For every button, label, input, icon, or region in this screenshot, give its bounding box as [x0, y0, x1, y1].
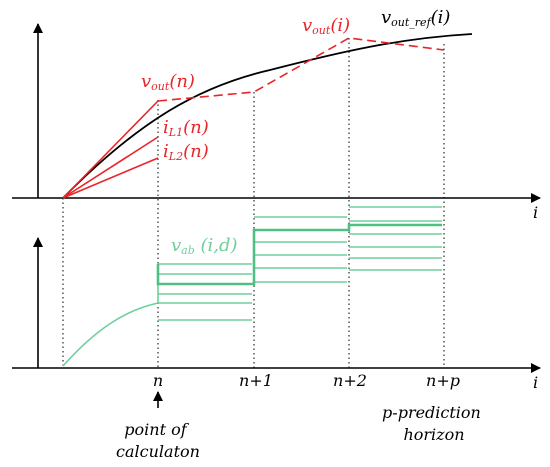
bottom-axes: [12, 237, 541, 373]
vab-arg: (i,d): [195, 235, 238, 256]
iL1-arg: (n): [183, 117, 209, 138]
vab-levels-step-n-plus-1: [254, 216, 347, 283]
vout-n-sub: out: [151, 80, 170, 93]
current-slopes: [62, 100, 159, 199]
bottom-x-axis-label: i: [533, 373, 538, 392]
tick-label-n-plus-2: n+2: [333, 371, 367, 390]
iL2-sub: L2: [168, 150, 183, 163]
vout-n-label: vout(n): [141, 71, 195, 93]
vout-i-arg: (i): [330, 15, 350, 36]
vout-ref-label: vout_ref(i): [381, 7, 450, 29]
vab-levels-step-n: [157, 263, 252, 321]
vout-ref-arg: (i): [431, 7, 451, 28]
tick-label-n: n: [153, 371, 163, 390]
iL1-main: i: [163, 117, 169, 138]
iL2-main: i: [163, 141, 169, 162]
vab-selected-path: [156, 223, 442, 286]
annotation-line-2: calculaton: [116, 442, 200, 461]
annotation-line-2: horizon: [403, 425, 464, 444]
vout-i-label: vout(i): [302, 15, 350, 37]
tick-label-n-plus-p: n+p: [426, 371, 460, 390]
vout-n-main: v: [141, 71, 151, 92]
vab-main: v: [171, 235, 181, 256]
vout-i-sub: out: [312, 24, 331, 37]
top-axes: [12, 23, 541, 203]
vout-prediction-dashed: [157, 37, 445, 102]
vab-sub: ab: [181, 244, 195, 257]
point-of-calculation-label: point of calculaton: [116, 420, 200, 461]
annotation-line-1: p-prediction: [382, 403, 481, 422]
iL1-sub: L1: [168, 126, 183, 139]
iL1-slope: [62, 136, 159, 199]
iL2-arg: (n): [183, 141, 209, 162]
vab-initial-curve: [62, 302, 159, 367]
prediction-horizon-label: p-prediction horizon: [382, 403, 486, 444]
iL1-label: iL1(n): [163, 117, 209, 139]
vab-levels-step-n-plus-2: [349, 206, 442, 271]
iL2-slope: [62, 157, 159, 199]
vout-ref-main: v: [381, 7, 391, 28]
time-step-guides: [62, 38, 445, 368]
vab-label: vab (i,d): [171, 235, 238, 257]
top-x-axis-label: i: [533, 203, 538, 222]
tick-labels: n n+1 n+2 n+p: [153, 371, 460, 390]
vout-n-slope: [62, 100, 159, 199]
vout-ref-curve: [62, 33, 473, 199]
vout-n-arg: (n): [169, 71, 195, 92]
vout-i-main: v: [302, 15, 312, 36]
annotation-line-1: point of: [124, 420, 189, 439]
vout-ref-sub: out_ref: [391, 16, 432, 29]
tick-label-n-plus-1: n+1: [239, 371, 273, 390]
iL2-label: iL2(n): [163, 141, 209, 163]
